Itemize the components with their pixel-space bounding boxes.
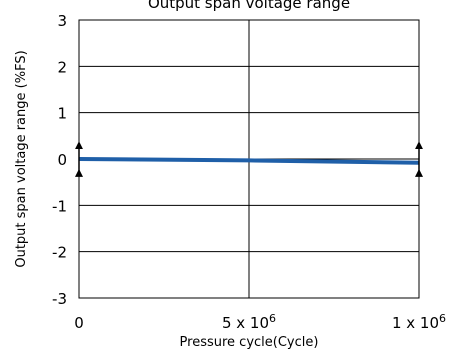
x-tick-label: 1 x 106 — [392, 312, 446, 332]
x-tick-label: 0 — [74, 314, 84, 332]
y-tick-label: 3 — [57, 12, 67, 30]
error-range-markers — [75, 141, 423, 177]
y-tick-labels: 3 2 1 0 -1 -2 -3 — [52, 12, 67, 308]
y-tick-label: 2 — [57, 58, 67, 76]
y-axis-label: Output span voltage range (%FS) — [14, 50, 29, 267]
x-tick-label: 5 x 106 — [222, 312, 276, 332]
y-tick-label: 0 — [57, 151, 67, 169]
x-axis-label: Pressure cycle(Cycle) — [180, 335, 319, 350]
series-line — [78, 157, 420, 165]
chart-title: Output span voltage range — [148, 0, 350, 12]
series-layer — [78, 157, 420, 165]
y-tick-label: 1 — [57, 105, 67, 123]
y-tick-label: -1 — [52, 197, 67, 215]
x-tick-labels: 0 5 x 106 1 x 106 — [74, 312, 446, 332]
y-tick-label: -2 — [52, 244, 67, 262]
y-tick-label: -3 — [52, 290, 67, 308]
